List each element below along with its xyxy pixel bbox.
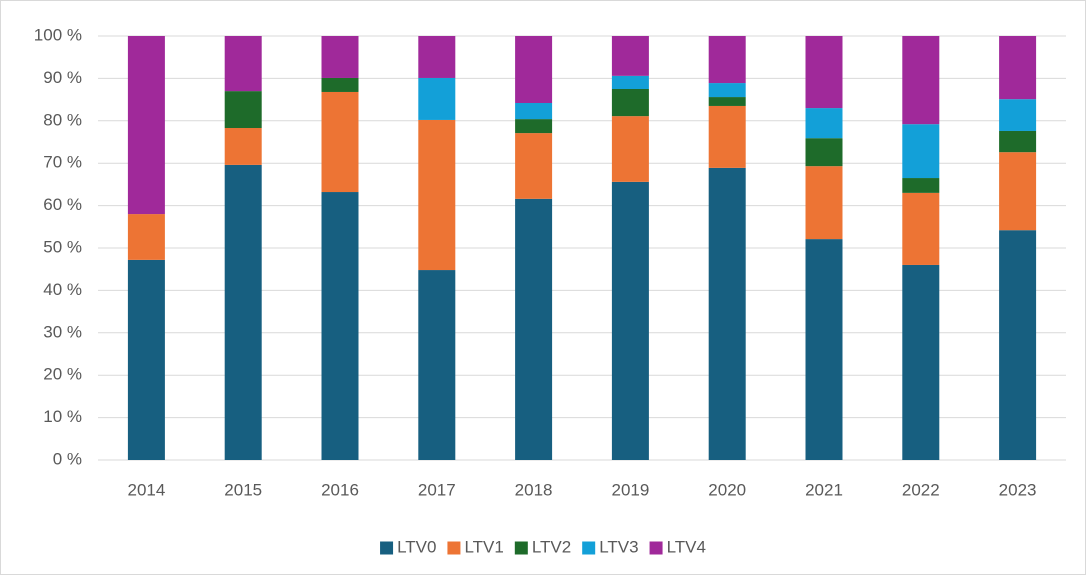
y-tick-label: 60 % (43, 195, 82, 214)
bar-segment (999, 152, 1037, 231)
y-tick-label: 70 % (43, 153, 82, 172)
x-tick-label: 2017 (418, 480, 456, 499)
x-tick-label: 2020 (708, 480, 746, 499)
bar-segment (611, 181, 649, 460)
y-tick-label: 50 % (43, 237, 82, 256)
x-tick-label: 2014 (127, 480, 165, 499)
legend-label: LTV4 (667, 537, 706, 556)
bar-segment (902, 192, 940, 265)
bar-segment (127, 259, 165, 460)
x-tick-label: 2021 (805, 480, 843, 499)
bar-segment (708, 105, 746, 168)
bar-segment (999, 99, 1037, 131)
bar-segment (999, 130, 1037, 153)
bar-segment (611, 89, 649, 117)
y-tick-label: 10 % (43, 407, 82, 426)
y-tick-label: 80 % (43, 110, 82, 129)
bar-segment (321, 77, 359, 92)
bar-segment (902, 178, 940, 193)
legend-swatch (649, 541, 663, 555)
x-tick-label: 2019 (611, 480, 649, 499)
bar-segment (902, 124, 940, 179)
bar-segment (708, 97, 746, 106)
y-tick-label: 20 % (43, 365, 82, 384)
bar-segment (321, 192, 359, 461)
x-tick-label: 2016 (321, 480, 359, 499)
legend-label: LTV1 (464, 537, 503, 556)
bar-segment (418, 36, 456, 78)
bar-segment (805, 239, 843, 460)
legend-swatch (447, 541, 461, 555)
bar-segment (224, 36, 262, 92)
bar-segment (611, 75, 649, 89)
legend-swatch (582, 541, 596, 555)
bar-segment (224, 164, 262, 460)
bar-segment (708, 36, 746, 84)
y-tick-label: 100 % (34, 25, 82, 44)
bar-segment (999, 36, 1037, 100)
y-tick-label: 0 % (53, 449, 82, 468)
x-tick-label: 2023 (999, 480, 1037, 499)
bar-segment (515, 102, 553, 120)
bar-segment (805, 36, 843, 109)
bar-segment (999, 230, 1037, 460)
y-tick-label: 90 % (43, 68, 82, 87)
y-tick-label: 40 % (43, 280, 82, 299)
legend-swatch (380, 541, 394, 555)
bar-segment (515, 36, 553, 103)
x-tick-label: 2018 (515, 480, 553, 499)
bar-segment (418, 119, 456, 271)
legend-swatch (514, 541, 528, 555)
bar-segment (127, 214, 165, 260)
bar-segment (708, 83, 746, 98)
legend-label: LTV2 (532, 537, 571, 556)
bar-segment (611, 116, 649, 182)
bar-segment (321, 36, 359, 78)
bar-segment (805, 138, 843, 167)
bar-segment (805, 108, 843, 139)
bar-segment (224, 91, 262, 129)
legend-label: LTV0 (397, 537, 436, 556)
bar-segment (515, 133, 553, 199)
bar-segment (515, 119, 553, 134)
bar-segment (902, 36, 940, 125)
x-tick-label: 2015 (224, 480, 262, 499)
bar-segment (321, 91, 359, 193)
bar-segment (515, 198, 553, 461)
bar-segment (902, 264, 940, 460)
bar-segment (418, 77, 456, 120)
bar-segment (805, 166, 843, 240)
bar-segment (418, 270, 456, 460)
bar-segment (127, 36, 165, 215)
bar-segment (611, 36, 649, 76)
x-tick-label: 2022 (902, 480, 940, 499)
bar-segment (708, 167, 746, 460)
y-tick-label: 30 % (43, 322, 82, 341)
legend-label: LTV3 (599, 537, 638, 556)
bar-segment (224, 128, 262, 165)
